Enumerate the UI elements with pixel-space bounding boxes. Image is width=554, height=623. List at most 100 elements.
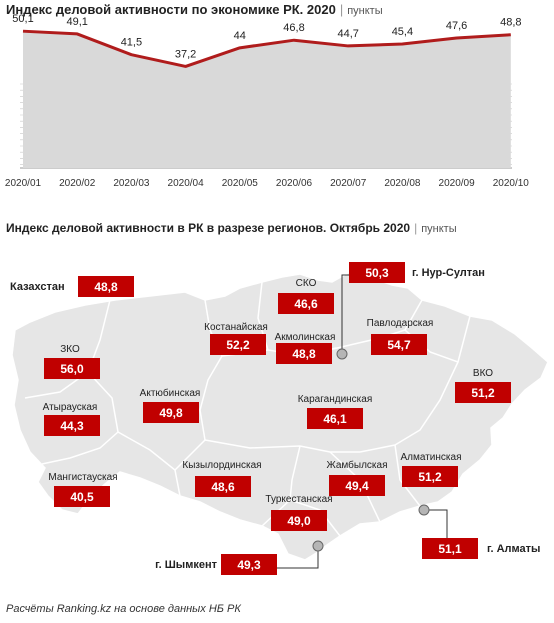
value-box (455, 382, 511, 403)
region-labels: Казахстан 48,8 г. Нур-Султан 50,3 СКО 46,6 Кос… (10, 262, 540, 575)
x-tick-label: 2020/08 (384, 178, 421, 189)
map-leader-lines (277, 274, 448, 569)
source-footer: Расчёты Ranking.kz на основе данных НБ Р… (6, 603, 241, 615)
region-label: Туркестанская 49,0 (265, 494, 333, 531)
x-tick-label: 2020/03 (113, 178, 150, 189)
region-value: 50,3 (365, 266, 389, 280)
map-chart-title: Индекс деловой активности в РК в разрезе… (6, 221, 457, 235)
region-value: 44,3 (60, 419, 84, 433)
region-name: г. Нур-Султан (412, 267, 485, 279)
region-name: Костанайская (204, 322, 268, 333)
x-tick-label: 2020/06 (276, 178, 313, 189)
region-value: 49,3 (237, 558, 261, 572)
value-box (276, 343, 332, 364)
region-name: Казахстан (10, 281, 65, 293)
value-box (349, 262, 405, 283)
region-value: 51,1 (438, 542, 462, 556)
region-value: 56,0 (60, 362, 84, 376)
line-chart-area (23, 31, 511, 168)
data-label: 44 (234, 30, 246, 42)
value-box (78, 276, 134, 297)
x-tick-label: 2020/10 (493, 178, 530, 189)
region-value: 49,0 (287, 514, 311, 528)
line-chart-title-text: Индекс деловой активности по экономике Р… (6, 2, 336, 17)
value-box (195, 476, 251, 497)
x-tick-label: 2020/09 (439, 178, 476, 189)
value-box (271, 510, 327, 531)
x-tick-label: 2020/07 (330, 178, 367, 189)
region-name: Павлодарская (367, 318, 434, 329)
region-label: г. Нур-Султан 50,3 (349, 262, 485, 283)
line-chart-title: Индекс деловой активности по экономике Р… (6, 2, 383, 17)
region-name: СКО (296, 278, 317, 289)
value-box (422, 538, 478, 559)
region-name: Туркестанская (265, 494, 332, 505)
region-name: ЗКО (60, 344, 80, 355)
region-label: Кызылординская 48,6 (182, 460, 262, 497)
shymkent-leader (277, 548, 319, 569)
region-value: 48,6 (211, 480, 235, 494)
line-chart-unit: пункты (347, 5, 383, 17)
region-value: 48,8 (292, 347, 316, 361)
region-value: 46,6 (294, 297, 318, 311)
region-name: Алматинская (401, 452, 462, 463)
shymkent-marker (312, 540, 324, 552)
x-tick-label: 2020/05 (222, 178, 259, 189)
value-box (307, 408, 363, 429)
line-chart-data-labels: 50,1 49,1 41,5 37,2 44 46,8 44,7 45,4 47,6 48,8 (12, 13, 521, 60)
value-box (278, 293, 334, 314)
title-separator: | (339, 2, 344, 17)
region-name: Мангистауская (48, 472, 117, 483)
region-value: 40,5 (70, 490, 94, 504)
data-label: 46,8 (283, 22, 304, 34)
region-name: Акмолинская (275, 332, 336, 343)
region-name: Кызылординская (182, 460, 261, 471)
region-value: 46,1 (323, 412, 347, 426)
line-chart-x-tick-labels: 2020/01 2020/02 2020/03 2020/04 2020/05 2020/… (5, 178, 529, 189)
region-label: Актюбинская 49,8 (140, 387, 201, 423)
region-value: 48,8 (94, 280, 118, 294)
x-tick-label: 2020/01 (5, 178, 42, 189)
almaty-leader (425, 509, 448, 540)
line-chart-series (22, 29, 511, 68)
line-chart: 50,1 49,1 41,5 37,2 44 46,8 44,7 45,4 47,6 48,8 2… (5, 13, 529, 189)
data-label: 48,8 (500, 17, 521, 29)
region-label: Карагандинская 46,1 (298, 394, 372, 429)
region-label: Алматинская 51,2 (401, 452, 462, 487)
region-label: Жамбылская 49,4 (327, 459, 388, 496)
data-label: 50,1 (12, 13, 33, 25)
value-box (44, 358, 100, 379)
region-name: г. Шымкент (155, 559, 217, 571)
map-chart-title-text: Индекс деловой активности в РК в разрезе… (6, 221, 411, 235)
nur-sultan-leader (341, 274, 350, 352)
region-label: Акмолинская 48,8 (275, 332, 336, 364)
data-label: 41,5 (121, 37, 142, 49)
value-box (44, 415, 100, 436)
region-value: 54,7 (387, 338, 411, 352)
region-label: Атырауская 44,3 (43, 402, 100, 436)
region-value: 51,2 (418, 470, 442, 484)
map-chart-unit: пункты (421, 223, 457, 235)
city-markers (312, 348, 430, 552)
data-label: 45,4 (392, 26, 413, 38)
region-label: Мангистауская 40,5 (48, 472, 118, 507)
value-box (54, 486, 110, 507)
region-name: Актюбинская (140, 387, 201, 399)
region-label: г. Шымкент 49,3 (155, 554, 277, 575)
almaty-marker (418, 504, 430, 516)
x-tick-label: 2020/04 (168, 178, 205, 189)
region-name: Атырауская (43, 402, 98, 413)
value-box (210, 334, 266, 355)
data-label: 37,2 (175, 48, 196, 60)
data-label: 49,1 (66, 16, 87, 28)
region-label: СКО 46,6 (278, 278, 334, 314)
region-name: Жамбылская (327, 459, 388, 471)
value-box (402, 466, 458, 487)
value-box (371, 334, 427, 355)
region-label: г. Алматы 51,1 (422, 538, 540, 559)
region-label: ЗКО 56,0 (44, 344, 100, 379)
region-label: Павлодарская 54,7 (367, 318, 434, 355)
region-label: ВКО 51,2 (455, 368, 511, 403)
value-box (221, 554, 277, 575)
